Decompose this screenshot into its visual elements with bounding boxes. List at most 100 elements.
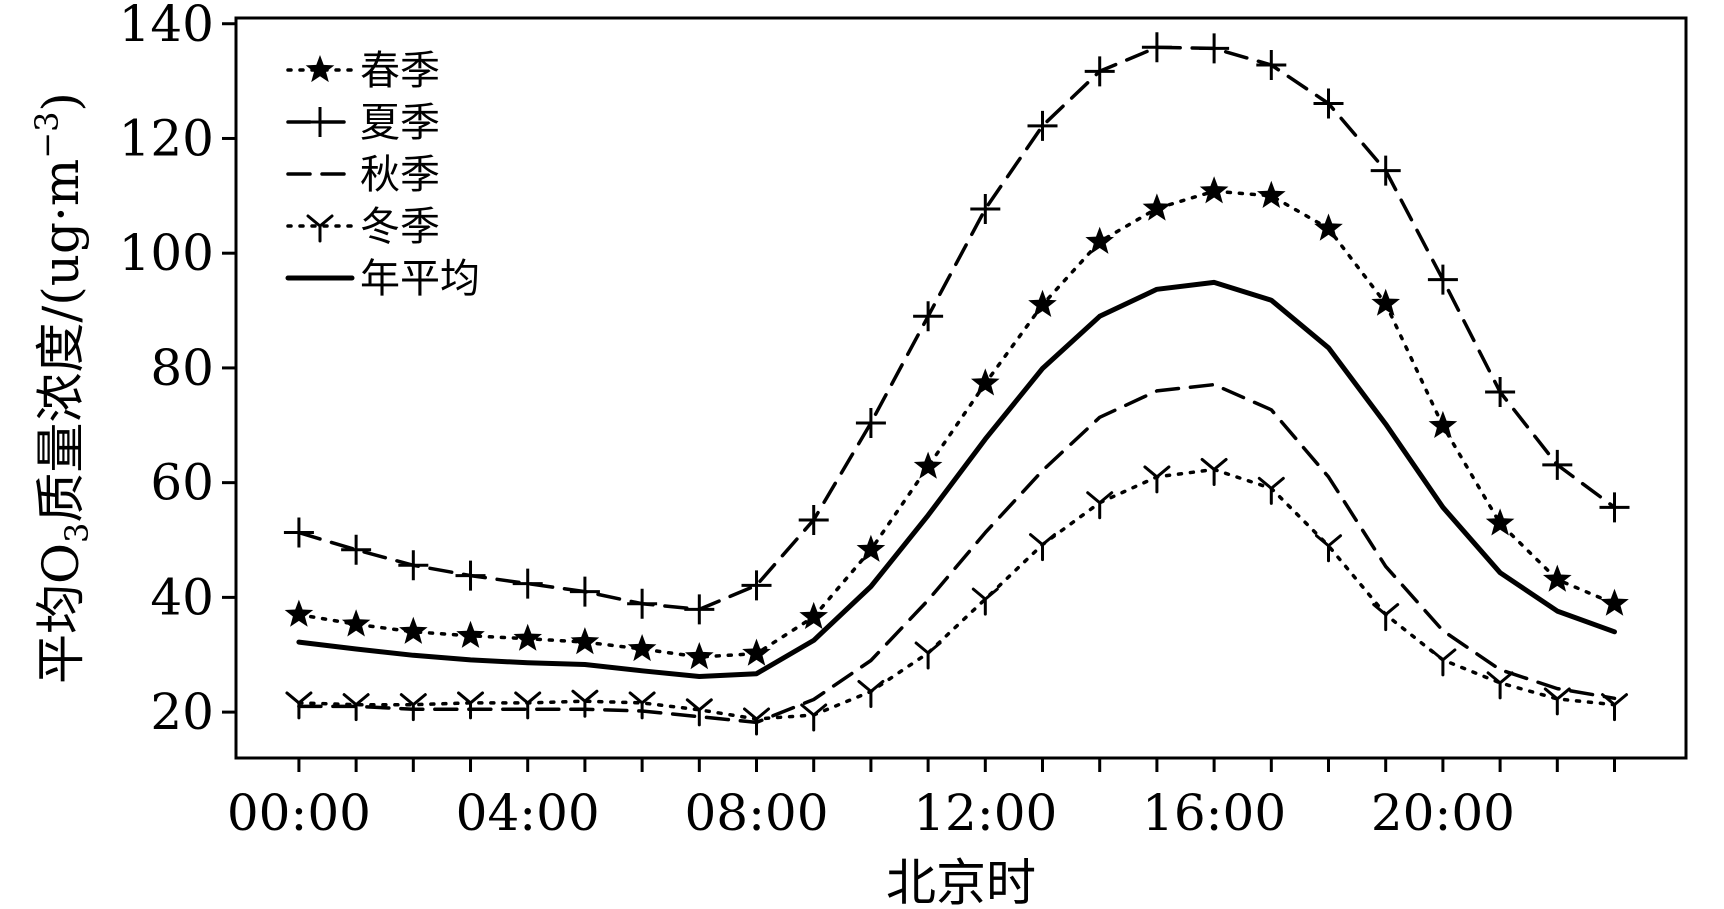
legend-label: 冬季 bbox=[360, 204, 440, 250]
data-point-marker bbox=[341, 534, 372, 565]
data-point-marker bbox=[456, 620, 485, 648]
series-5 bbox=[296, 279, 1617, 679]
data-point-marker bbox=[1313, 88, 1344, 119]
data-point-marker bbox=[457, 691, 485, 720]
data-point-marker bbox=[800, 703, 828, 732]
series-4 bbox=[285, 457, 1628, 736]
data-point-marker bbox=[569, 576, 600, 607]
data-point-marker bbox=[1372, 603, 1400, 632]
data-point-marker bbox=[684, 594, 715, 625]
data-point-marker bbox=[628, 691, 656, 720]
series-1 bbox=[284, 176, 1629, 670]
data-point-marker bbox=[1257, 476, 1285, 505]
legend-label: 春季 bbox=[360, 48, 440, 94]
data-point-marker bbox=[399, 693, 427, 722]
y-tick-label: 140 bbox=[119, 0, 214, 53]
data-point-marker bbox=[855, 407, 886, 438]
x-tick-label: 20:00 bbox=[1371, 784, 1515, 842]
data-point-marker bbox=[512, 568, 543, 599]
data-point-marker bbox=[513, 623, 542, 651]
data-point-marker bbox=[1027, 110, 1058, 141]
data-point-marker bbox=[1371, 288, 1400, 316]
data-point-marker bbox=[1542, 449, 1573, 480]
data-point-marker bbox=[1142, 193, 1172, 221]
y-axis-title-middle: 质量浓度/(ug·m bbox=[32, 159, 90, 523]
data-point-marker bbox=[1141, 32, 1172, 63]
data-point-marker bbox=[1028, 289, 1057, 317]
data-point-marker bbox=[1084, 56, 1115, 87]
data-point-marker bbox=[398, 550, 429, 581]
data-point-marker bbox=[971, 587, 999, 616]
y-tick-label: 80 bbox=[150, 339, 214, 397]
data-point-marker bbox=[1314, 213, 1343, 241]
data-point-marker bbox=[1543, 564, 1572, 592]
data-point-marker bbox=[741, 570, 772, 601]
data-point-marker bbox=[1200, 457, 1228, 486]
data-point-marker bbox=[1485, 377, 1516, 408]
y-axis-title: 平均O3质量浓度/(ug·m−3) bbox=[28, 92, 96, 684]
series-3 bbox=[297, 382, 1617, 725]
data-point-marker bbox=[1427, 264, 1458, 295]
data-point-marker bbox=[685, 642, 714, 670]
data-point-marker bbox=[1315, 534, 1342, 563]
data-point-marker bbox=[913, 301, 944, 332]
data-point-marker bbox=[399, 616, 428, 644]
legend-label: 秋季 bbox=[360, 152, 440, 198]
series-line bbox=[297, 45, 1617, 612]
data-point-marker bbox=[1256, 50, 1287, 81]
y-tick-label: 40 bbox=[150, 568, 214, 626]
series-line bbox=[297, 467, 1617, 721]
y-tick-label: 60 bbox=[150, 454, 214, 512]
data-point-marker bbox=[341, 609, 371, 637]
y-tick-label: 20 bbox=[150, 683, 214, 741]
data-point-marker bbox=[742, 638, 771, 666]
data-point-marker bbox=[914, 641, 942, 670]
data-point-marker bbox=[285, 691, 313, 720]
legend-marker bbox=[305, 107, 335, 137]
data-point-marker bbox=[1428, 410, 1458, 438]
data-point-marker bbox=[913, 451, 943, 479]
x-axis-title: 北京时 bbox=[886, 854, 1036, 909]
data-point-marker bbox=[1600, 588, 1629, 616]
data-point-marker bbox=[1601, 693, 1628, 722]
data-point-marker bbox=[570, 627, 600, 655]
x-tick-label: 12:00 bbox=[913, 784, 1057, 842]
legend-marker bbox=[306, 214, 334, 243]
data-point-marker bbox=[1429, 648, 1457, 677]
series-line bbox=[296, 279, 1617, 679]
series-layer bbox=[283, 32, 1630, 736]
y-axis-title-subscript: 3 bbox=[58, 523, 96, 543]
data-point-marker bbox=[799, 601, 828, 629]
legend-marker bbox=[305, 55, 335, 83]
plot-frame bbox=[234, 16, 1688, 760]
data-point-marker bbox=[284, 599, 314, 627]
y-axis-title-suffix: ) bbox=[32, 92, 90, 112]
data-point-marker bbox=[571, 689, 599, 718]
x-tick-label: 00:00 bbox=[227, 784, 371, 842]
data-point-marker bbox=[283, 517, 314, 548]
legend-label: 夏季 bbox=[360, 100, 440, 146]
data-point-marker bbox=[970, 194, 1001, 225]
data-point-marker bbox=[627, 634, 657, 662]
data-point-marker bbox=[1085, 226, 1114, 254]
data-point-marker bbox=[857, 679, 885, 708]
data-point-marker bbox=[1486, 671, 1514, 700]
x-tick-label: 08:00 bbox=[684, 784, 828, 842]
data-point-marker bbox=[856, 534, 886, 562]
data-point-marker bbox=[1543, 687, 1571, 716]
data-point-marker bbox=[627, 588, 658, 619]
data-point-marker bbox=[971, 368, 1000, 396]
series-line bbox=[297, 189, 1617, 659]
x-tick-label: 16:00 bbox=[1142, 784, 1286, 842]
data-point-marker bbox=[685, 698, 713, 727]
data-point-marker bbox=[1029, 533, 1057, 562]
data-point-marker bbox=[743, 707, 771, 736]
y-axis-title-superscript: −3 bbox=[28, 112, 66, 159]
series-2 bbox=[283, 32, 1630, 625]
series-line bbox=[297, 382, 1617, 725]
data-point-marker bbox=[1086, 491, 1114, 520]
data-point-marker bbox=[798, 504, 829, 535]
data-point-marker bbox=[1199, 33, 1230, 64]
